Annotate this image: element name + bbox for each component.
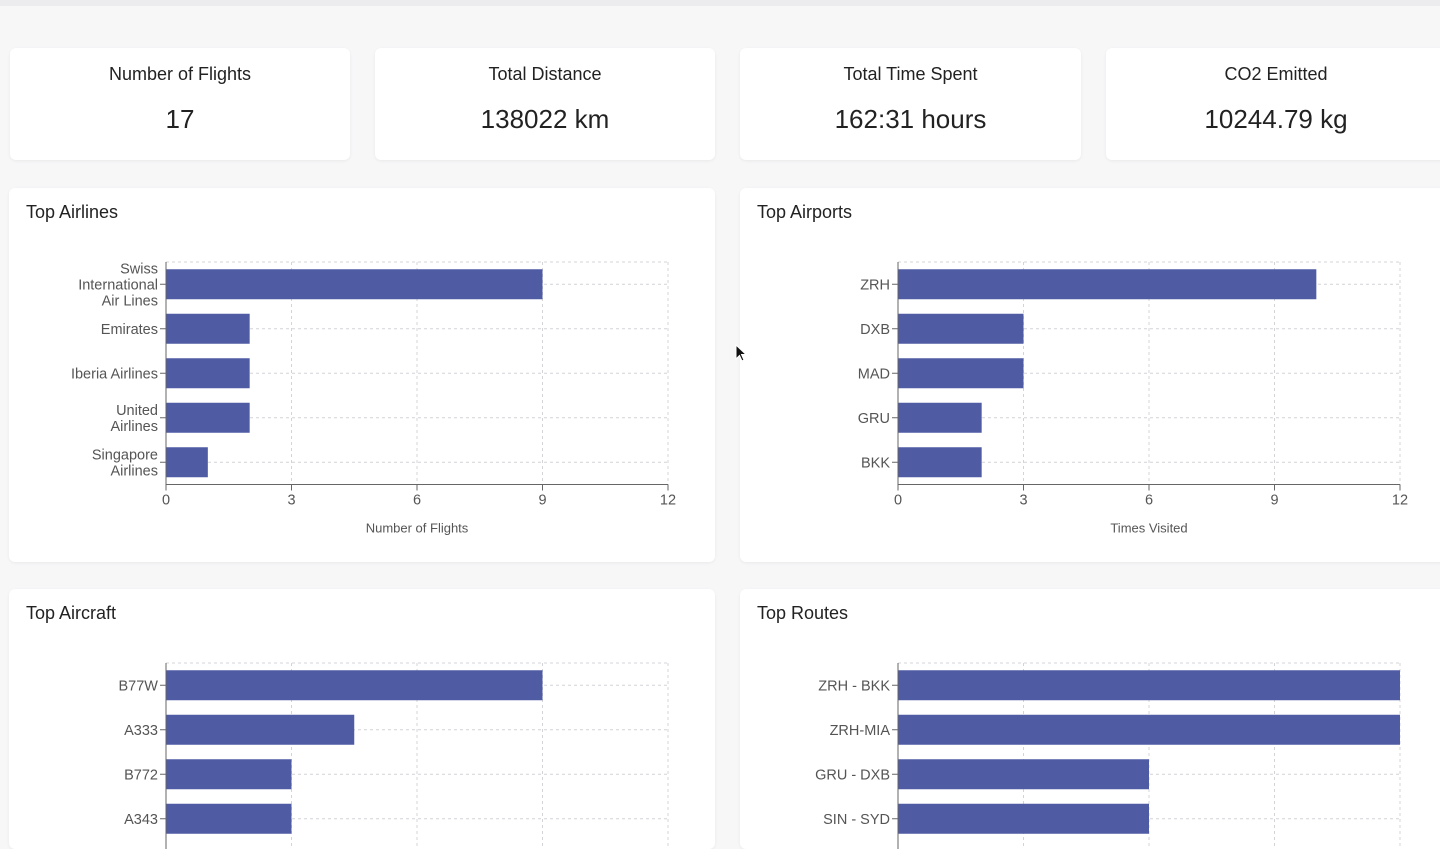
bar — [166, 358, 250, 389]
bar — [898, 759, 1149, 790]
x-tick-label: 12 — [1392, 493, 1408, 509]
y-tick-label: A333 — [124, 723, 158, 739]
bar — [898, 402, 982, 433]
stat-label: CO2 Emitted — [1224, 64, 1328, 84]
chart-card-top-airports: Top Airports ZRH DXB MAD GRU BKK 0 3 6 9 12 Times … — [740, 188, 1440, 562]
mouse-pointer-icon — [735, 344, 748, 362]
stat-card-co2: CO2 Emitted 10244.79 kg — [1106, 48, 1440, 160]
bar — [898, 358, 1024, 389]
stat-label: Number of Flights — [108, 64, 252, 84]
stat-value: 17 — [165, 104, 195, 134]
chart-title: Top Aircraft — [26, 603, 117, 623]
x-tick-label: 3 — [287, 493, 295, 509]
x-tick-label: 9 — [538, 493, 546, 509]
chart-card-top-routes: Top Routes ZRH - BKK ZRH-MIA GRU - DXB SIN … — [740, 589, 1440, 849]
bar — [898, 670, 1400, 701]
bar — [166, 759, 292, 790]
stat-value: 138022 km — [480, 104, 610, 134]
y-tick-label: A343 — [124, 812, 158, 828]
bar — [166, 269, 543, 300]
bar — [166, 803, 292, 834]
y-tick-label: B772 — [124, 767, 158, 783]
stat-label: Total Distance — [488, 64, 602, 84]
bar — [166, 714, 355, 745]
y-tick-label: ZRH - BKK — [818, 678, 890, 694]
stat-card-flights: Number of Flights 17 — [10, 48, 350, 160]
bar — [166, 447, 208, 478]
x-tick-label: 0 — [162, 493, 170, 509]
y-tick-label: DXB — [860, 322, 890, 338]
x-tick-label: 6 — [413, 493, 421, 509]
chart-card-top-aircraft: Top Aircraft B77W A333 B772 A343 — [9, 589, 715, 849]
bar — [898, 313, 1024, 344]
x-tick-label: 3 — [1019, 493, 1027, 509]
top-bar — [0, 0, 1440, 6]
y-tick-label: SIN - SYD — [823, 812, 890, 828]
top-aircraft-chart: B77W A333 B772 A343 — [119, 662, 669, 849]
y-tick-label: GRU - DXB — [815, 767, 890, 783]
x-tick-label: 6 — [1145, 493, 1153, 509]
y-tick-label: B77W — [119, 678, 159, 694]
bar — [898, 714, 1400, 745]
y-tick-label: Emirates — [101, 322, 158, 338]
bar — [898, 269, 1317, 300]
x-tick-label: 0 — [894, 493, 902, 509]
y-tick-label: United Airlines — [110, 403, 158, 435]
top-routes-chart: ZRH - BKK ZRH-MIA GRU - DXB SIN - SYD — [815, 662, 1401, 849]
x-tick-label: 12 — [660, 493, 676, 509]
y-tick-label: ZRH-MIA — [830, 723, 891, 739]
x-axis-label: Times Visited — [1110, 521, 1187, 536]
chart-card-top-airlines: Top Airlines Swiss International Air Lines… — [9, 188, 715, 562]
stat-value: 162:31 hours — [834, 104, 987, 134]
bar — [898, 447, 982, 478]
bar — [898, 803, 1149, 834]
bar — [166, 670, 543, 701]
y-tick-label: BKK — [861, 455, 890, 471]
bar — [166, 402, 250, 433]
chart-title: Top Routes — [757, 603, 849, 623]
y-tick-label: Iberia Airlines — [71, 366, 158, 382]
y-tick-label: Swiss International Air Lines — [78, 261, 158, 309]
y-tick-label: Singapore Airlines — [92, 447, 158, 479]
chart-title: Top Airlines — [26, 202, 119, 222]
x-axis-label: Number of Flights — [366, 521, 469, 536]
y-tick-label: GRU — [858, 411, 890, 427]
y-tick-label: MAD — [858, 366, 890, 382]
y-tick-label: ZRH — [860, 277, 890, 293]
top-airports-chart: ZRH DXB MAD GRU BKK 0 3 6 9 12 Times Visited — [858, 261, 1408, 536]
stat-value: 10244.79 kg — [1204, 104, 1348, 134]
x-tick-label: 9 — [1270, 493, 1278, 509]
stat-card-time: Total Time Spent 162:31 hours — [740, 48, 1081, 160]
stat-card-distance: Total Distance 138022 km — [375, 48, 715, 160]
chart-title: Top Airports — [757, 202, 853, 222]
bar — [166, 313, 250, 344]
top-airlines-chart: Swiss International Air Lines Emirates Iberi… — [71, 261, 676, 536]
stat-label: Total Time Spent — [843, 64, 978, 84]
